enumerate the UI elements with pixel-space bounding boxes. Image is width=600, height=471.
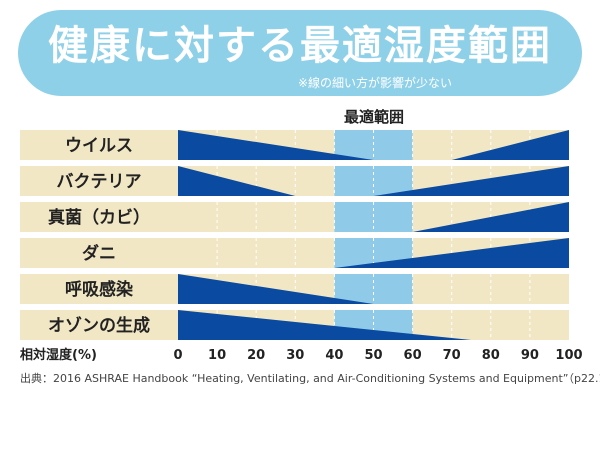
chart-row: ウイルス [20, 130, 569, 160]
title-banner: 健康に対する最適湿度範囲 ※線の細い方が影響が少ない [18, 10, 582, 96]
x-tick-label: 30 [286, 348, 304, 363]
chart-row: オゾンの生成 [20, 310, 569, 340]
high-humidity-wedge [334, 238, 569, 268]
chart-row: ダニ [20, 238, 569, 268]
row-label: ダニ [82, 243, 116, 264]
x-tick-label: 80 [482, 348, 500, 363]
high-humidity-wedge [412, 202, 569, 232]
optimal-range-label: 最適範囲 [344, 108, 404, 126]
row-label: 呼吸感染 [65, 279, 133, 300]
low-humidity-wedge [178, 166, 296, 196]
chart-row: 真菌（カビ） [20, 202, 569, 232]
x-tick-label: 40 [325, 348, 343, 363]
x-tick-label: 50 [364, 348, 382, 363]
low-humidity-wedge [178, 130, 374, 160]
chart-row: バクテリア [20, 166, 569, 196]
source-note: 出典：2016 ASHRAE Handbook “Heating, Ventil… [20, 372, 600, 385]
x-tick-label: 10 [208, 348, 226, 363]
row-label: オゾンの生成 [48, 315, 150, 336]
x-tick-label: 70 [443, 348, 461, 363]
high-humidity-wedge [451, 130, 569, 160]
x-axis-label: 相対湿度(%) [20, 347, 97, 363]
x-tick-labels: 0 10 20 30 40 50 60 70 80 90 100 [173, 348, 582, 363]
row-label: 真菌（カビ） [48, 207, 150, 228]
chart-subtitle: ※線の細い方が影響が少ない [297, 76, 453, 90]
low-humidity-wedge [178, 310, 472, 340]
x-tick-label: 90 [521, 348, 539, 363]
x-tick-label: 20 [247, 348, 265, 363]
x-tick-label: 100 [555, 348, 582, 363]
low-humidity-wedge [178, 274, 374, 304]
row-label: ウイルス [65, 136, 133, 156]
row-label: バクテリア [57, 172, 142, 192]
x-tick-label: 60 [404, 348, 422, 363]
chart-row: 呼吸感染 [20, 274, 569, 304]
x-tick-label: 0 [173, 348, 182, 363]
high-humidity-wedge [373, 166, 569, 196]
chart-title: 健康に対する最適湿度範囲 [48, 23, 552, 69]
